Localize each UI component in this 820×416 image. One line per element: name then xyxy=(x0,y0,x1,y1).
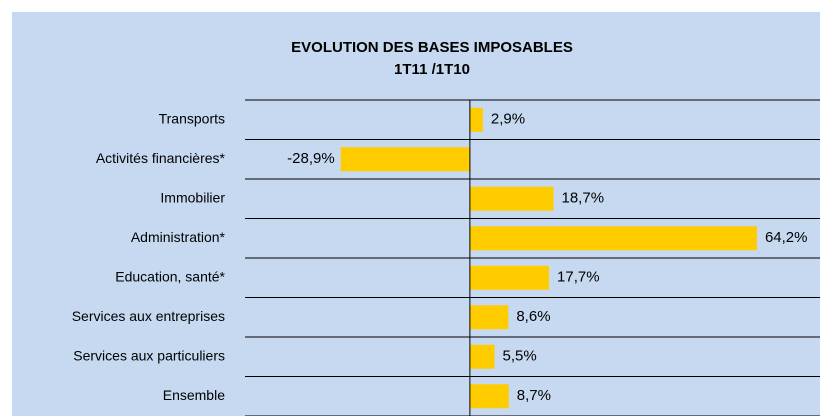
y-tick-label: Services aux entreprises xyxy=(72,308,225,324)
bar xyxy=(469,265,550,290)
bar xyxy=(469,107,483,132)
y-tick-label: Services aux particuliers xyxy=(73,347,225,363)
chart-title: EVOLUTION DES BASES IMPOSABLES xyxy=(291,39,573,56)
y-tick-label: Ensemble xyxy=(163,387,225,403)
y-tick-label: Immobilier xyxy=(160,189,225,205)
bar xyxy=(469,384,509,409)
y-tick-label: Transports xyxy=(159,110,225,126)
data-label: 2,9% xyxy=(491,111,525,128)
bar xyxy=(469,186,554,211)
bar xyxy=(469,226,757,251)
data-label: 5,5% xyxy=(502,348,536,365)
data-label: -28,9% xyxy=(287,150,335,167)
chart-background xyxy=(12,12,820,416)
data-label: 8,6% xyxy=(516,308,550,325)
bar xyxy=(469,344,495,369)
bar xyxy=(340,147,470,172)
y-tick-label: Administration* xyxy=(131,229,226,245)
y-tick-label: Education, santé* xyxy=(115,268,225,284)
data-label: 17,7% xyxy=(557,269,600,286)
chart-subtitle: 1T11 /1T10 xyxy=(394,61,470,78)
data-label: 8,7% xyxy=(517,387,551,404)
data-label: 64,2% xyxy=(765,229,808,246)
data-label: 18,7% xyxy=(562,190,605,207)
bar xyxy=(469,305,509,330)
y-tick-label: Activités financières* xyxy=(96,150,226,166)
